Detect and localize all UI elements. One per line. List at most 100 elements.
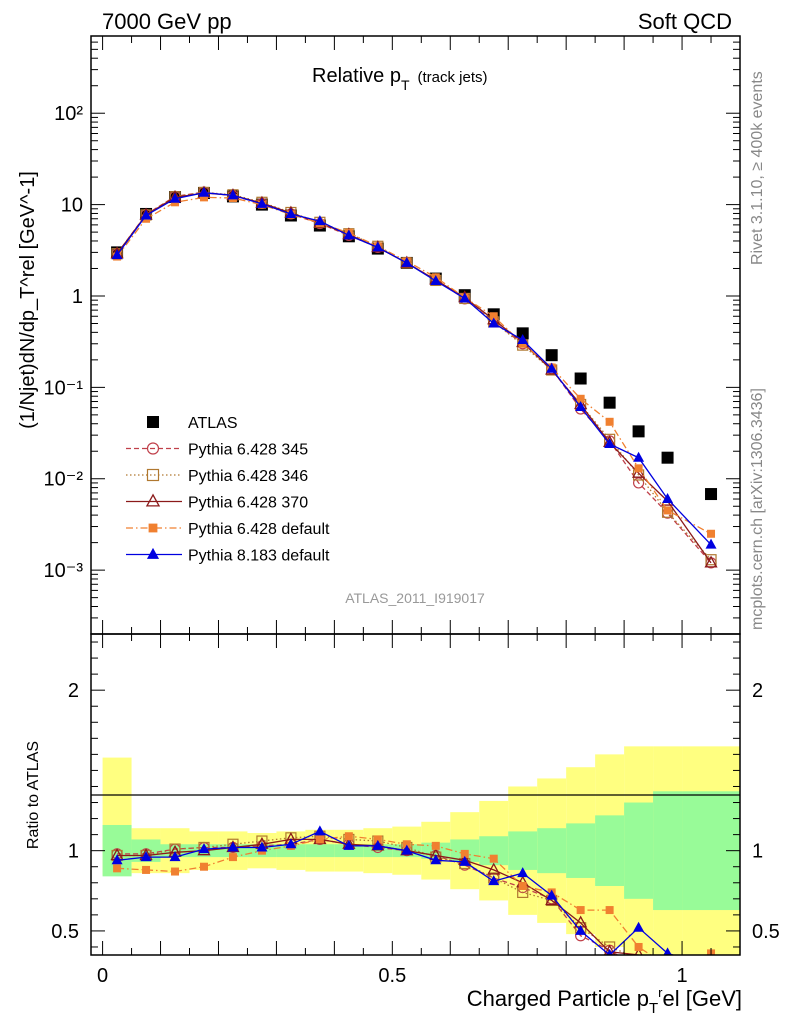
legend-label: Pythia 6.428 346 [188,468,308,485]
data-point [632,425,645,438]
ratio-point [315,835,324,844]
series-pythia-6-428-default [113,193,716,538]
ratio-point [198,843,210,854]
data-point [704,555,718,568]
legend: ATLAS Pythia 6.428 345 Pythia 6.428 346 Pyt… [126,415,330,565]
ratio-point [285,838,297,849]
data-point [430,274,442,285]
ratio-point [633,921,645,932]
ratio-point [431,841,440,850]
data-point [285,207,297,218]
data-point [661,451,674,464]
stat-band [537,828,567,874]
data-point [489,312,498,321]
stat-band [305,844,335,858]
y-tick-label: 10⁻³ [44,560,84,582]
data-point [401,256,413,267]
data-point [662,493,674,504]
x-tick-label: 0.5 [378,965,406,987]
ratio-point [314,825,326,836]
data-point [705,538,717,549]
data-point [634,464,643,473]
data-point [576,394,585,403]
data-point [575,400,587,411]
stat-band [334,844,364,858]
main-title: Relative pT (track jets) [312,65,488,93]
watermark: ATLAS_2011_I919017 [345,590,485,606]
legend-label: Pythia 6.428 default [188,521,330,538]
data-point [545,349,558,362]
data-point [199,193,208,202]
stat-band [566,823,596,878]
data-point [603,396,616,409]
ratio-point [546,889,558,900]
ratio-point [603,944,616,955]
ratio-point [227,841,239,852]
ratio-point [373,835,382,844]
ratio-point [199,862,208,871]
y-tick-label: 10⁻² [44,469,84,491]
stat-band [160,844,190,858]
data-point [372,241,384,252]
legend-marker [148,523,158,533]
data-point [516,327,529,340]
data-point [604,438,616,449]
ratio-point [634,947,643,955]
legend-marker [147,416,159,428]
legend-label: Pythia 8.183 default [188,548,330,565]
ratio-point [169,851,181,862]
data-point [256,197,268,208]
ratio-point [517,867,529,878]
series-pythia-8-183-default [111,186,717,549]
ratio-point [605,906,614,915]
ratio-panel: 0.5 0.5 1 1 2 2 0 0.5 1 Ratio to ATLAS Charged P… [25,633,780,1017]
ratio-y-tick-label-left: 1 [68,841,79,863]
ratio-point [228,853,237,862]
ratio-point [489,854,498,863]
data-point [140,209,152,220]
ratio-frame [90,633,741,956]
ratio-point [140,851,152,862]
data-point [546,362,558,373]
stat-band [508,831,538,870]
header-left: 7000 GeV pp [102,9,232,34]
data-point [705,554,717,566]
legend-label: ATLAS [188,415,238,432]
data-point [705,488,718,501]
ratio-point [171,867,180,876]
ratio-point [401,844,413,855]
legend-marker [145,493,161,507]
ratio-point [344,832,353,841]
ratio-point [606,949,613,955]
legend-label: Pythia 6.428 345 [188,442,308,459]
ratio-point [459,855,471,866]
data-point [605,417,614,426]
data-point [632,477,645,489]
ratio-point [256,841,268,852]
stat-band [595,815,625,886]
data-point [488,317,500,328]
ratio-point [343,839,355,850]
ratio-y-tick-label-right: 0.5 [752,921,780,943]
x-tick-label: 0 [97,965,108,987]
data-point [111,249,123,260]
legend-marker [146,468,160,482]
main-ylabel: (1/Njet)dN/dp_T^rel [GeV^-1] [17,171,39,429]
ratio-point [488,875,500,886]
y-tick-label: 10⁻¹ [44,377,84,399]
data-point [459,292,471,303]
series-line [116,192,712,546]
ratio-ylabel: Ratio to ATLAS [25,741,42,849]
y-tick-label: 1 [72,286,83,308]
x-tick-label: 1 [676,965,687,987]
ratio-point [575,924,587,935]
ratio-y-tick-label-left: 2 [68,680,79,702]
rivet-label: Rivet 3.1.10, ≥ 400k events [749,71,766,265]
data-point [633,451,645,462]
ratio-series-pythia-8-183-default [111,825,676,955]
stat-band [653,791,683,911]
legend-marker [146,442,160,455]
data-point [314,215,326,226]
ratio-point [113,864,122,873]
